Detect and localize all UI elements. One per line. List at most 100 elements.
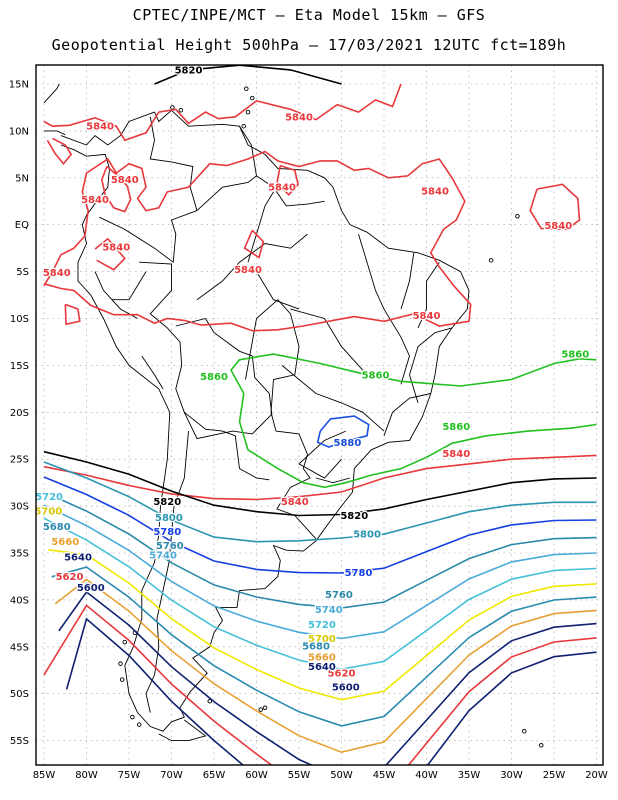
contour-5700: [48, 549, 597, 701]
coast-line: [196, 125, 257, 211]
contour-label-5840: 5620: [328, 669, 356, 680]
contour-label-5800: 5800: [353, 530, 381, 541]
coast-line: [315, 477, 351, 484]
coast-line: [256, 271, 300, 310]
map-frame: [35, 64, 604, 766]
contour-label-5860: 5860: [362, 370, 390, 381]
contour-5640: [58, 590, 597, 765]
island: [245, 109, 251, 115]
chart-subtitle: Geopotential Height 500hPa – 17/03/2021 …: [51, 36, 567, 54]
island: [249, 95, 255, 101]
chart-title: CPTEC/INPE/MCT – Eta Model 15km – GFS: [132, 6, 486, 24]
contour-label-5660: 5660: [308, 653, 336, 664]
contour-label-5840: 5840: [102, 243, 130, 254]
contour-5860: [230, 353, 597, 394]
contour-label-5780: 5780: [345, 568, 373, 579]
contour-label-5860: 5860: [200, 372, 228, 383]
lon-label: 25W: [543, 770, 566, 781]
coast-line: [99, 210, 198, 264]
lat-label: EQ: [15, 220, 29, 231]
coast-line: [247, 191, 274, 263]
contour-label-5860: 5860: [561, 350, 589, 361]
contour-label-5840: 5840: [413, 311, 441, 322]
contour-label-5700: 5700: [34, 506, 62, 517]
contour-label-5840: 5840: [285, 112, 313, 123]
coast-line: [245, 299, 317, 540]
contour-5840: [43, 604, 597, 765]
contour-label-5820: 5820: [175, 65, 203, 76]
contour-label-5840: 5840: [281, 497, 309, 508]
contour-label-5780: 5780: [153, 527, 181, 538]
contour-label-5740: 5740: [315, 605, 343, 616]
coast-line: [112, 271, 147, 301]
island: [207, 698, 212, 704]
coast-line: [43, 83, 60, 104]
contour-label-5840: 5840: [86, 122, 114, 133]
coast-line: [256, 175, 325, 207]
coast-line: [141, 355, 164, 390]
coast-line: [166, 317, 273, 440]
contour-label-5800: 5800: [155, 513, 183, 524]
lon-label: 20W: [585, 770, 608, 781]
coast-line: [400, 252, 415, 310]
lon-label: 50W: [330, 770, 353, 781]
coast-line: [139, 261, 172, 329]
contour-label-5820: 5820: [340, 511, 368, 522]
coast-line: [44, 130, 66, 136]
lon-label: 45W: [373, 770, 396, 781]
contour-5840: [43, 83, 402, 142]
contour-5860: [238, 393, 597, 489]
contour-5840: [276, 164, 299, 196]
island: [258, 707, 264, 712]
lat-label: 35S: [10, 549, 29, 560]
contour-label-5840: 5840: [43, 268, 71, 279]
contour-label-5840: 5840: [81, 195, 109, 206]
contour-5840: [64, 303, 81, 326]
coast-line: [409, 327, 453, 404]
island: [119, 677, 125, 682]
contour-label-5840: 5840: [111, 175, 139, 186]
island: [539, 743, 544, 748]
contour-label-5760: 5760: [325, 590, 353, 601]
lon-label: 70W: [160, 770, 183, 781]
contour-label-5720: 5720: [308, 620, 336, 631]
contour-5600: [65, 617, 597, 765]
lat-label: 40S: [10, 595, 29, 606]
contour-label-5680: 5680: [43, 522, 71, 533]
contour-label-5840: 5840: [544, 221, 572, 232]
contour-5840: [94, 237, 126, 271]
island: [122, 639, 127, 645]
contour-5660: [54, 578, 597, 754]
graticule: [36, 65, 603, 765]
contour-5760: [43, 491, 597, 609]
coast-line: [358, 233, 410, 385]
contour-5840: [46, 137, 73, 165]
contour-5840: [529, 183, 581, 231]
island: [488, 258, 494, 263]
contour-5680: [51, 566, 597, 727]
coast-line: [298, 430, 346, 479]
contour-5740: [43, 504, 597, 640]
island: [522, 728, 527, 734]
contour-label-5840: 5840: [268, 183, 296, 194]
contour-5880: [316, 415, 370, 448]
lon-label: 60W: [245, 770, 268, 781]
contour-label-5740: 5740: [149, 550, 177, 561]
coast-line: [94, 271, 138, 319]
coast-line: [290, 308, 368, 376]
lon-label: 55W: [288, 770, 311, 781]
lat-label: 15N: [9, 80, 29, 91]
contour-5720: [43, 517, 597, 670]
lon-label: 80W: [75, 770, 98, 781]
contour-label-5840: 5840: [234, 265, 262, 276]
lat-label: 15S: [10, 361, 29, 372]
contour-label-5680: 5680: [302, 641, 330, 652]
lon-label: 35W: [458, 770, 481, 781]
lon-label: 30W: [500, 770, 523, 781]
lat-label: 30S: [10, 502, 29, 513]
lat-label: 25S: [10, 455, 29, 466]
island: [130, 714, 135, 720]
coast-line: [149, 116, 198, 211]
